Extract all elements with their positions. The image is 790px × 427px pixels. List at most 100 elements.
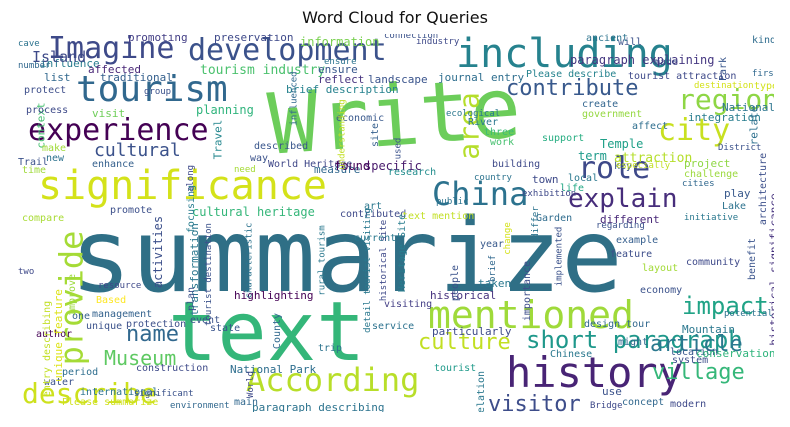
cloud-word: name	[126, 322, 179, 347]
cloud-word: specific	[364, 159, 422, 173]
cloud-word: term	[578, 149, 607, 163]
cloud-word: region	[678, 83, 774, 116]
word-cloud: summarize Write text significance includ…	[18, 34, 774, 412]
cloud-word: visiting	[384, 299, 433, 310]
cloud-word: government	[582, 109, 643, 120]
cloud-word: China	[432, 175, 529, 213]
cloud-word: enhance	[92, 159, 135, 170]
cloud-word: traditional	[100, 71, 173, 84]
cloud-word: ensure	[324, 57, 357, 67]
cloud-word: will	[618, 37, 643, 48]
cloud-word: National	[722, 101, 774, 114]
cloud-word: Please summarize	[62, 397, 159, 408]
cloud-word: concept	[622, 397, 665, 408]
cloud-word: ensure	[318, 63, 358, 76]
cloud-word: implemented	[554, 226, 565, 287]
cloud-word: research	[388, 167, 437, 178]
cloud-word: entry describing	[42, 300, 54, 398]
cloud-word: construction	[136, 363, 209, 374]
cloud-word: detail tourist visiting	[362, 208, 373, 333]
cloud-word: year	[480, 239, 505, 250]
cloud-word: Based	[96, 295, 127, 306]
cloud-word: local	[568, 173, 599, 184]
cloud-word: industry	[416, 37, 460, 47]
cloud-word: might	[618, 337, 649, 348]
cloud-word: rural tourism	[317, 225, 328, 296]
cloud-word: Mountain	[682, 323, 735, 336]
cloud-word: cultural heritage	[192, 205, 315, 219]
cloud-word: support	[542, 133, 585, 144]
cloud-word: Please describe	[526, 69, 617, 80]
cloud-word: Imagine	[48, 34, 175, 66]
cloud-word: resource	[98, 281, 142, 291]
cloud-word: time	[22, 165, 47, 176]
cloud-word: tourism industry	[200, 63, 326, 78]
cloud-word: impact	[682, 292, 769, 320]
cloud-word: paragraph explaining	[570, 53, 715, 67]
cloud-word: potential	[724, 309, 773, 319]
cloud-word: information	[300, 35, 380, 49]
cloud-word: culture	[418, 330, 511, 355]
cloud-word: reflect	[318, 73, 365, 86]
cloud-word: mentioned	[428, 293, 634, 337]
cloud-word: life	[560, 183, 585, 194]
cloud-word: plan	[186, 286, 198, 312]
cloud-word: taken	[478, 277, 512, 290]
cloud-word: Temple	[600, 137, 644, 151]
cloud-word: way	[250, 153, 269, 164]
cloud-word: different	[600, 213, 660, 226]
cloud-word: tourist	[434, 363, 477, 374]
cloud-word: country	[474, 173, 512, 183]
cloud-word: made	[654, 57, 679, 68]
figure-title: Word Cloud for Queries	[302, 8, 488, 27]
cloud-word: make	[42, 143, 67, 154]
cloud-word: used	[393, 137, 404, 160]
cloud-word: highlighting	[234, 289, 314, 302]
cloud-word: type	[754, 81, 774, 92]
cloud-word: main	[234, 397, 259, 408]
cloud-word: history	[506, 348, 684, 397]
cloud-word: Travel	[211, 119, 225, 160]
cloud-word: unique	[86, 321, 123, 332]
cloud-word: landscape	[368, 73, 428, 86]
cloud-word: differ	[530, 206, 541, 239]
cloud-word: brief description	[286, 83, 399, 96]
cloud-word: National Park	[230, 363, 317, 376]
cloud-word: Heritage Site	[397, 213, 409, 293]
cloud-word: Trail	[18, 157, 49, 168]
cloud-word: ancient	[586, 34, 629, 44]
cloud-word: text mention	[402, 211, 475, 222]
cloud-word: work	[490, 137, 515, 148]
cloud-word: promoting	[128, 34, 188, 44]
cloud-word: compare	[22, 213, 65, 224]
cloud-word: integration	[688, 111, 761, 124]
cloud-word: destination	[694, 81, 754, 91]
cloud-word: role	[578, 151, 651, 186]
cloud-word: contributed	[340, 209, 407, 220]
cloud-word: visit	[92, 107, 126, 120]
cloud-word: service	[372, 321, 415, 332]
cloud-word: international	[80, 387, 159, 398]
cloud-word: process	[26, 105, 69, 116]
cloud-word: art	[364, 201, 383, 212]
cloud-word: city	[658, 113, 731, 148]
cloud-word: play	[724, 187, 751, 200]
cloud-word: people	[450, 264, 462, 302]
cloud-word: brief	[488, 254, 499, 283]
cloud-word: use	[602, 385, 622, 398]
cloud-word: public	[436, 197, 469, 207]
cloud-word: including	[456, 34, 673, 77]
cloud-word: village	[652, 360, 745, 385]
cloud-word: short paragraph	[526, 326, 743, 354]
cloud-word: event	[190, 315, 221, 326]
cloud-word: Bridge	[590, 401, 623, 411]
cloud-word: described	[254, 141, 309, 152]
cloud-word: significant	[134, 389, 194, 399]
cloud-word: system	[672, 355, 709, 366]
cloud-word: economic	[336, 113, 385, 124]
cloud-word: connection	[384, 34, 439, 41]
cloud-word: historical	[430, 289, 497, 302]
cloud-word: current	[354, 233, 397, 244]
cloud-word: economy	[640, 285, 683, 296]
